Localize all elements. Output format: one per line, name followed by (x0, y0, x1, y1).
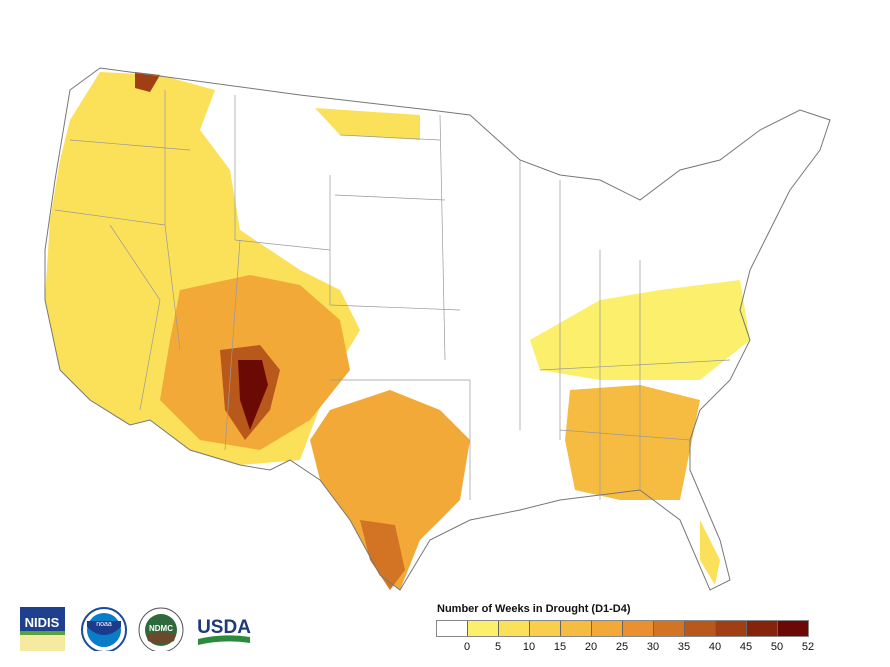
legend-swatch (778, 621, 808, 636)
legend-tick-label: 30 (646, 641, 660, 653)
legend-tick-label: 5 (494, 641, 502, 653)
legend-swatch (747, 621, 778, 636)
drought-washington-max (135, 72, 160, 92)
legend-tick-label: 35 (677, 641, 691, 653)
legend-title: Number of Weeks in Drought (D1-D4) (437, 603, 631, 615)
legend-tick-label: 20 (584, 641, 598, 653)
drought-montana (315, 108, 420, 140)
legend-swatch (530, 621, 561, 636)
legend-tick-label: 15 (553, 641, 567, 653)
ndmc-logo: NDMC (138, 607, 184, 651)
legend-swatch (685, 621, 716, 636)
legend-swatch (623, 621, 654, 636)
svg-text:NDMC: NDMC (149, 624, 173, 633)
drought-new-mexico-max (238, 360, 268, 430)
legend-swatch (654, 621, 685, 636)
legend-tick-label: 40 (708, 641, 722, 653)
legend-tick-label: 52 (801, 641, 815, 653)
legend-swatch (561, 621, 592, 636)
legend-color-bar (436, 620, 809, 637)
usda-logo: USDA (197, 617, 251, 645)
legend-swatch (499, 621, 530, 636)
legend-swatch (592, 621, 623, 636)
legend-swatch (468, 621, 499, 636)
legend-tick-label: 10 (522, 641, 536, 653)
legend-swatch (437, 621, 468, 636)
svg-text:noaa: noaa (96, 621, 112, 628)
legend-tick-label: 0 (463, 641, 471, 653)
noaa-logo: noaa (81, 607, 127, 651)
nidis-logo: NIDIS (20, 607, 65, 651)
drought-texas (310, 390, 470, 590)
svg-text:NIDIS: NIDIS (25, 615, 60, 630)
legend-tick-label: 25 (615, 641, 629, 653)
legend-tick-label: 50 (770, 641, 784, 653)
us-outline (44, 67, 831, 591)
drought-southeast (565, 385, 700, 500)
legend-swatch (716, 621, 747, 636)
drought-florida (700, 520, 720, 585)
state-borders (54, 90, 731, 500)
drought-south-texas (360, 520, 405, 590)
legend-tick-label: 45 (739, 641, 753, 653)
svg-text:USDA: USDA (197, 617, 251, 638)
drought-areas (45, 72, 750, 590)
